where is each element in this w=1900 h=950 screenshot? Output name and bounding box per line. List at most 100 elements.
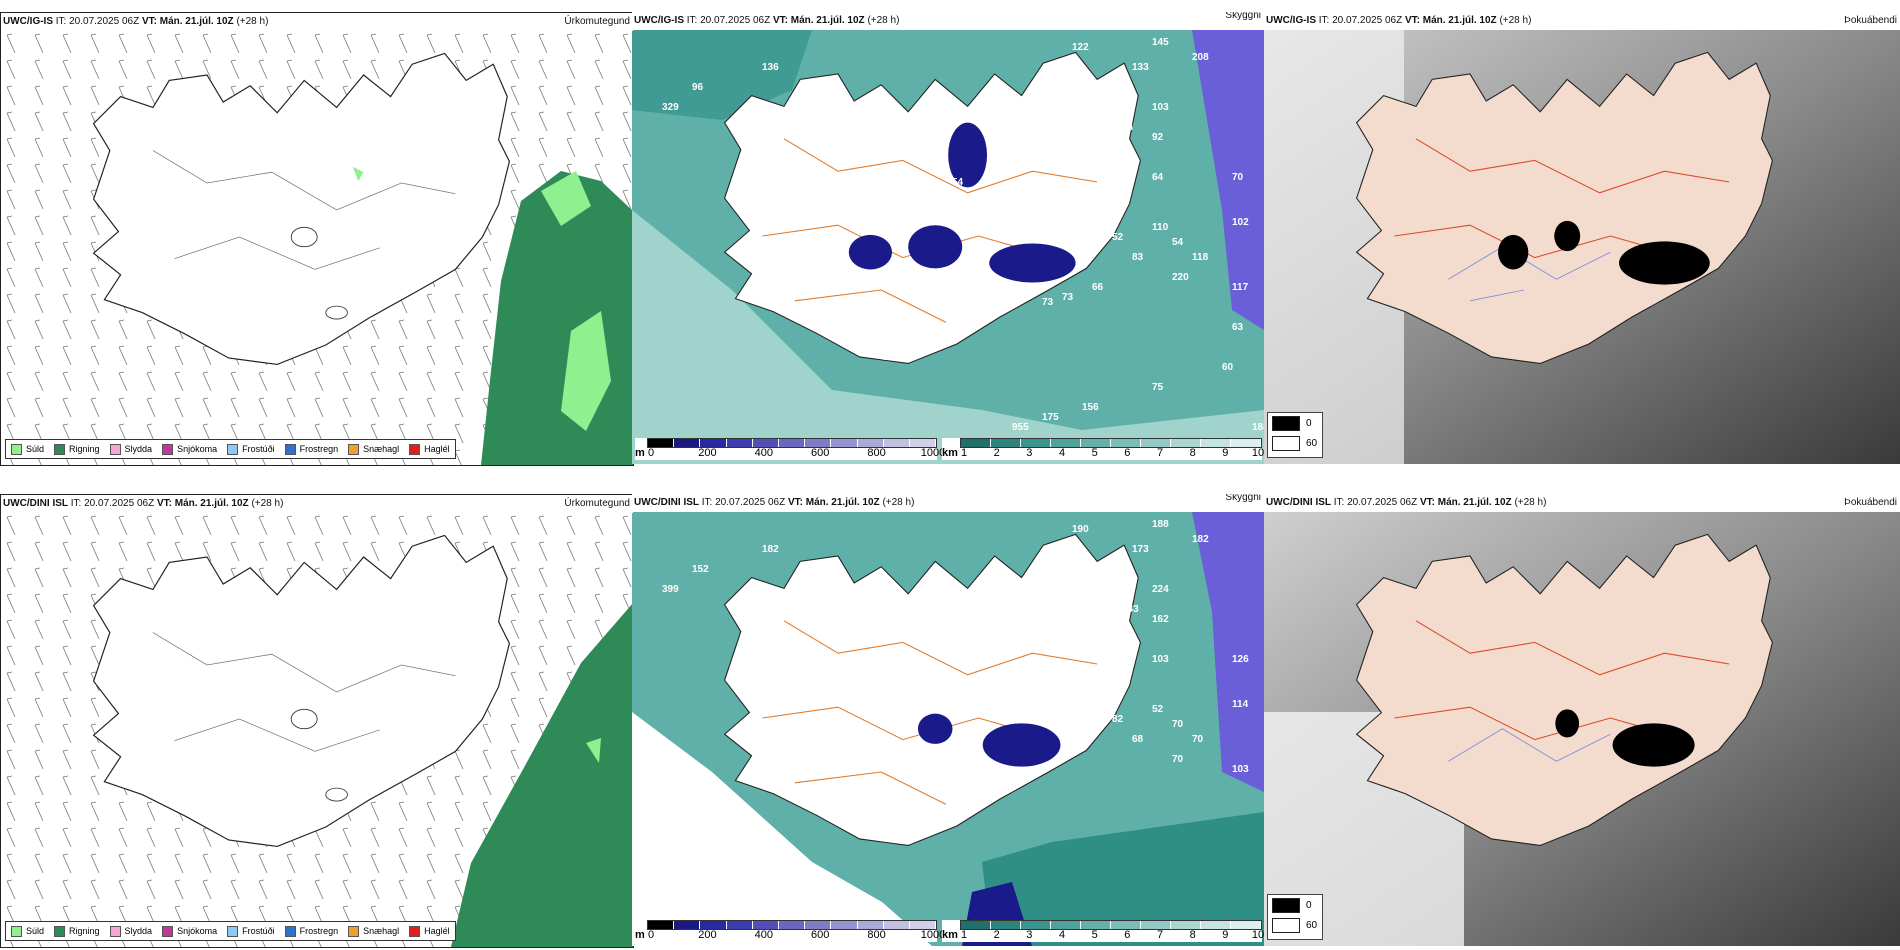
visibility-value-label: 76 bbox=[932, 152, 944, 163]
model-name: UWC/DINI ISL bbox=[3, 498, 68, 509]
colorbar-step bbox=[857, 921, 884, 929]
visibility-value-label: 162 bbox=[1152, 614, 1169, 625]
colorbar-ticks: 1 2 3 4 5 6 7 8 9 10 bbox=[942, 447, 1264, 460]
legend-swatch bbox=[11, 925, 22, 937]
valid-time: VT: Mán. 21.júl. 10Z bbox=[1419, 497, 1512, 508]
visibility-value-label: 63 bbox=[1232, 322, 1244, 333]
panel-header: UWC/DINI ISL IT: 20.07.2025 06Z VT: Mán.… bbox=[632, 494, 1264, 512]
visibility-value-label: 188 bbox=[1252, 422, 1264, 433]
lead-time: (+28 h) bbox=[251, 498, 284, 509]
visibility-value-label: 92 bbox=[1152, 132, 1164, 143]
colorbar-tick: 200 bbox=[698, 447, 717, 459]
legend-swatch bbox=[1272, 897, 1300, 913]
visibility-value-label: 83 bbox=[792, 574, 804, 585]
colorbar-tick: 8 bbox=[1189, 929, 1196, 941]
colorbar-step bbox=[1021, 921, 1051, 929]
visibility-value-label: 133 bbox=[1132, 62, 1149, 73]
visibility-colorbar: km 1 2 3 4 5 6 7 8 9 10 bbox=[942, 438, 1264, 460]
colorbar-step bbox=[1141, 921, 1171, 929]
legend-item: Slydda bbox=[109, 925, 152, 937]
visibility-value-label: 54 bbox=[1172, 237, 1184, 248]
visibility-value-label: 224 bbox=[1152, 584, 1169, 595]
colorbar-tick: 1 bbox=[960, 929, 968, 941]
valid-time: VT: Mán. 21.júl. 10Z bbox=[1404, 15, 1497, 26]
visibility-value-label: 156 bbox=[1082, 402, 1099, 413]
panel-title: Þokuábendi bbox=[1844, 15, 1897, 26]
visibility-value-label: 96 bbox=[692, 82, 704, 93]
visibility-panel-row2: UWC/DINI ISL IT: 20.07.2025 06Z VT: Mán.… bbox=[632, 494, 1264, 946]
colorbar-unit: km bbox=[942, 447, 958, 459]
colorbar-tick: 600 bbox=[811, 447, 830, 459]
colorbar-step bbox=[1171, 439, 1201, 447]
colorbar-step bbox=[991, 921, 1021, 929]
fog-legend: 0 60 bbox=[1267, 412, 1323, 458]
fog-legend-item: 60 bbox=[1268, 433, 1322, 453]
colorbar-tick: 9 bbox=[1222, 447, 1229, 459]
colorbar-tick: 7 bbox=[1156, 447, 1164, 459]
legend-swatch bbox=[162, 443, 174, 455]
colorbar-tick: 200 bbox=[698, 929, 717, 941]
colorbar-unit: km bbox=[942, 929, 958, 941]
visibility-value-label: 73 bbox=[1062, 292, 1074, 303]
visibility-value-label: 102 bbox=[1232, 217, 1249, 228]
visibility-value-label: 152 bbox=[692, 564, 709, 575]
legend-swatch bbox=[1272, 415, 1300, 431]
model-name: UWC/IG-IS bbox=[3, 16, 53, 27]
panel-title: Úrkomutegund bbox=[564, 498, 630, 509]
visibility-colorbar: km 1 2 3 4 5 6 7 8 9 10 bbox=[942, 920, 1264, 942]
colorbar-step bbox=[726, 921, 753, 929]
visibility-value-label: 217 bbox=[932, 634, 949, 645]
colorbar-tick: 6 bbox=[1124, 447, 1131, 459]
colorbar-strip bbox=[647, 438, 937, 448]
precip-map bbox=[1, 31, 633, 465]
precip-panel-row1: UWC/IG-IS IT: 20.07.2025 06Z VT: Mán. 21… bbox=[0, 12, 634, 466]
issue-time: IT: 20.07.2025 06Z bbox=[686, 15, 771, 26]
legend-item: Haglél bbox=[409, 925, 450, 937]
fog-legend: 0 60 bbox=[1267, 894, 1323, 940]
legend-swatch bbox=[11, 443, 22, 455]
legend-swatch bbox=[109, 925, 121, 937]
colorbar-strip bbox=[647, 920, 937, 930]
legend-swatch bbox=[409, 925, 421, 937]
visibility-value-label: 185 bbox=[1012, 674, 1029, 685]
visibility-value-label: 70 bbox=[1232, 172, 1244, 183]
colorbar-step bbox=[700, 439, 727, 447]
panel-title: Skyggni bbox=[1225, 12, 1261, 21]
colorbar-step bbox=[674, 921, 701, 929]
issue-time: IT: 20.07.2025 06Z bbox=[701, 497, 786, 508]
precip-panel-row2: UWC/DINI ISL IT: 20.07.2025 06Z VT: Mán.… bbox=[0, 494, 634, 948]
visibility-value-label: 183 bbox=[1122, 604, 1139, 615]
visibility-value-label: 113 bbox=[952, 272, 969, 283]
valid-time: VT: Mán. 21.júl. 10Z bbox=[141, 16, 234, 27]
legend-item: Rigning bbox=[54, 443, 100, 455]
colorbar-step bbox=[831, 921, 858, 929]
legend-item: Frostúði bbox=[227, 925, 275, 937]
colorbar-tick: 2 bbox=[993, 929, 1000, 941]
colorbar-tick: 400 bbox=[754, 929, 773, 941]
model-name: UWC/DINI ISL bbox=[1266, 497, 1331, 508]
visibility-value-label: 59 bbox=[892, 272, 904, 283]
visibility-value-label: 89 bbox=[962, 252, 974, 263]
colorbar-step bbox=[805, 921, 832, 929]
lead-time: (+28 h) bbox=[1499, 15, 1532, 26]
colorbar-tick: 800 bbox=[867, 447, 886, 459]
visibility-value-label: 82 bbox=[1112, 714, 1124, 725]
colorbar-step bbox=[1081, 439, 1111, 447]
legend-swatch bbox=[1272, 435, 1300, 451]
precip-map bbox=[1, 513, 633, 947]
colorbar-step bbox=[726, 439, 753, 447]
colorbar-tick: 400 bbox=[754, 447, 773, 459]
visibility-value-label: 75 bbox=[1152, 382, 1164, 393]
colorbar-step bbox=[883, 439, 910, 447]
lead-time: (+28 h) bbox=[1514, 497, 1547, 508]
fog-legend-item: 0 bbox=[1268, 413, 1322, 433]
colorbar-step bbox=[831, 439, 858, 447]
fog-map bbox=[1264, 30, 1900, 464]
colorbar-step bbox=[857, 439, 884, 447]
colorbar-step bbox=[1051, 439, 1081, 447]
visibility-value-label: 48 bbox=[972, 192, 984, 203]
issue-time: IT: 20.07.2025 06Z bbox=[70, 498, 155, 509]
visibility-value-label: 24 bbox=[1122, 122, 1134, 133]
fog-legend-item: 60 bbox=[1268, 915, 1322, 935]
